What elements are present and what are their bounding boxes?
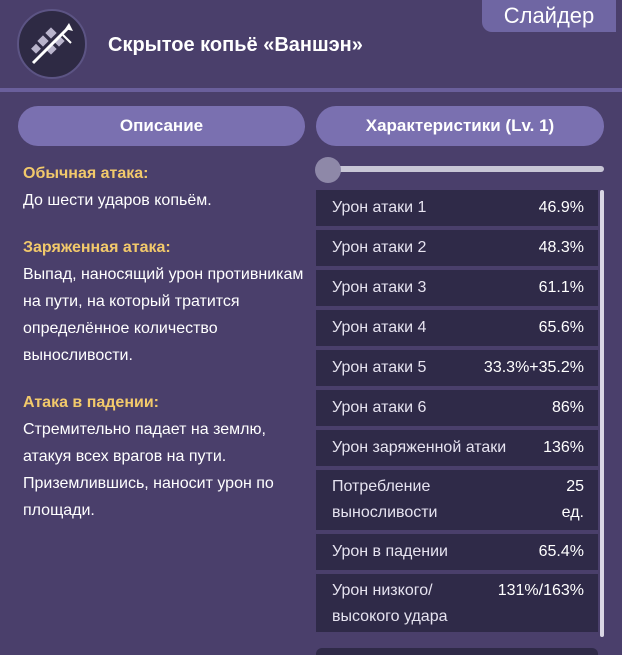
stat-label: Урон атаки 4 bbox=[332, 319, 427, 336]
next-row-peek bbox=[316, 648, 598, 655]
stat-value: 61.1% bbox=[538, 279, 584, 296]
plunge-attack-text: Стремительно падает на землю, атакуя все… bbox=[23, 421, 274, 519]
normal-attack-heading: Обычная атака: bbox=[23, 165, 149, 182]
stats-table: Урон атаки 1 46.9% Урон атаки 2 48.3% Ур… bbox=[316, 190, 598, 636]
stat-value: 131%/163% bbox=[497, 582, 584, 599]
stat-row: Урон низкого/ высокого удара 131%/163% bbox=[316, 574, 598, 632]
stat-value: 86% bbox=[551, 399, 584, 416]
slider-label[interactable]: Слайдер bbox=[482, 0, 616, 32]
stat-label: Урон атаки 6 bbox=[332, 399, 427, 416]
level-slider-track[interactable] bbox=[329, 166, 604, 172]
normal-attack-block: Обычная атака: До шести ударов копьём. bbox=[23, 160, 308, 214]
plunge-attack-block: Атака в падении: Стремительно падает на … bbox=[23, 389, 308, 524]
stat-label: Урон атаки 3 bbox=[332, 279, 427, 296]
stat-value: 33.3%+35.2% bbox=[483, 359, 584, 376]
stat-row: Урон атаки 2 48.3% bbox=[316, 230, 598, 266]
stat-row: Урон атаки 1 46.9% bbox=[316, 190, 598, 226]
stat-row: Урон атаки 3 61.1% bbox=[316, 270, 598, 306]
stat-row: Урон заряженной атаки 136% bbox=[316, 430, 598, 466]
normal-attack-text: До шести ударов копьём. bbox=[23, 192, 212, 209]
stat-label: Урон атаки 5 bbox=[332, 359, 427, 376]
plunge-attack-heading: Атака в падении: bbox=[23, 394, 159, 411]
spear-icon bbox=[17, 9, 87, 79]
charged-attack-block: Заряженная атака: Выпад, наносящий урон … bbox=[23, 234, 308, 369]
stat-label: Потребление выносливости bbox=[332, 478, 438, 521]
stat-value: 25 ед. bbox=[561, 478, 584, 521]
stat-row: Урон в падении 65.4% bbox=[316, 534, 598, 570]
stat-label: Урон низкого/ высокого удара bbox=[332, 582, 448, 625]
tab-stats[interactable]: Характеристики (Lv. 1) bbox=[316, 106, 604, 146]
stat-label: Урон в падении bbox=[332, 543, 448, 560]
skill-title: Скрытое копьё «Ваншэн» bbox=[108, 34, 363, 56]
attack-description: Обычная атака: До шести ударов копьём. З… bbox=[23, 160, 308, 524]
tab-description[interactable]: Описание bbox=[18, 106, 305, 146]
level-slider-thumb[interactable] bbox=[315, 157, 341, 183]
stat-value: 46.9% bbox=[538, 199, 584, 216]
stat-value: 65.6% bbox=[538, 319, 584, 336]
stats-scrollbar[interactable] bbox=[600, 190, 604, 637]
stat-value: 48.3% bbox=[538, 239, 584, 256]
skill-header: Скрытое копьё «Ваншэн» bbox=[0, 0, 622, 92]
stat-row: Урон атаки 4 65.6% bbox=[316, 310, 598, 346]
stat-value: 65.4% bbox=[538, 543, 584, 560]
stat-row: Урон атаки 5 33.3%+35.2% bbox=[316, 350, 598, 386]
stat-row: Урон атаки 6 86% bbox=[316, 390, 598, 426]
stat-label: Урон заряженной атаки bbox=[332, 439, 507, 456]
stat-row: Потребление выносливости 25 ед. bbox=[316, 470, 598, 530]
stat-label: Урон атаки 2 bbox=[332, 239, 427, 256]
charged-attack-heading: Заряженная атака: bbox=[23, 239, 171, 256]
stat-value: 136% bbox=[543, 439, 584, 456]
charged-attack-text: Выпад, наносящий урон противникам на пут… bbox=[23, 266, 304, 364]
stat-label: Урон атаки 1 bbox=[332, 199, 427, 216]
